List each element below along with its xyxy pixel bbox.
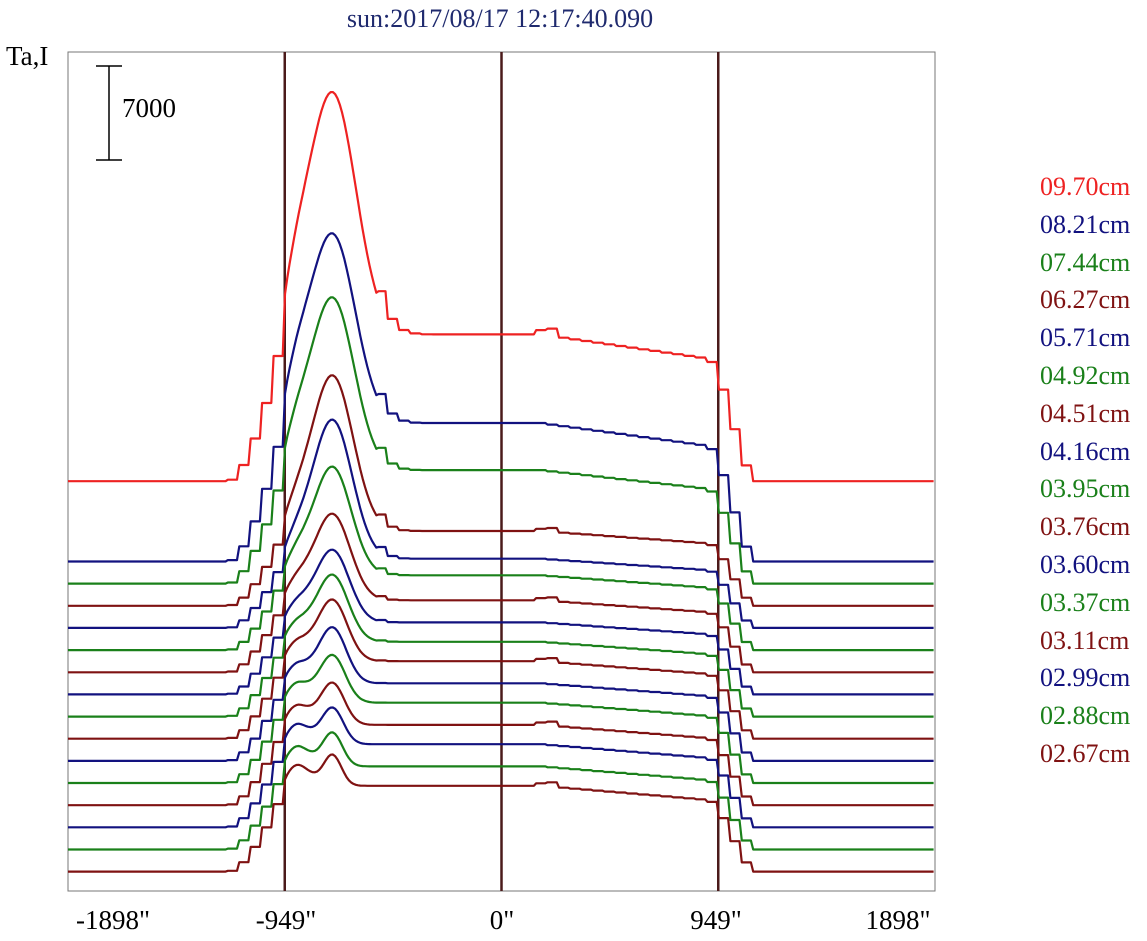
legend-item-03.76cm: 03.76cm bbox=[1040, 512, 1131, 542]
legend-item-05.71cm: 05.71cm bbox=[1040, 323, 1131, 353]
legend-item-02.88cm: 02.88cm bbox=[1040, 701, 1131, 731]
legend-item-02.67cm: 02.67cm bbox=[1040, 739, 1131, 768]
series-group bbox=[68, 91, 934, 873]
series-line-03.95cm bbox=[68, 573, 934, 718]
legend-item-02.99cm: 02.99cm bbox=[1040, 663, 1131, 693]
series-line-03.37cm bbox=[68, 653, 934, 785]
scale-bar-label: 7000 bbox=[122, 93, 176, 123]
series-line-02.99cm bbox=[68, 706, 934, 829]
chart-title: sun:2017/08/17 12:17:40.090 bbox=[346, 4, 654, 33]
series-line-06.27cm bbox=[68, 374, 934, 607]
series-line-08.21cm bbox=[68, 232, 934, 563]
x-tick-label: 0" bbox=[489, 905, 515, 935]
series-line-03.11cm bbox=[68, 681, 934, 807]
series-line-05.71cm bbox=[68, 418, 934, 629]
legend-item-04.51cm: 04.51cm bbox=[1040, 398, 1131, 428]
series-line-04.16cm bbox=[68, 548, 934, 696]
legend-item-03.37cm: 03.37cm bbox=[1040, 587, 1131, 617]
legend-item-03.60cm: 03.60cm bbox=[1040, 550, 1131, 579]
series-line-03.60cm bbox=[68, 626, 934, 762]
scale-bar bbox=[96, 65, 122, 161]
series-line-09.70cm bbox=[68, 91, 934, 483]
legend-item-04.92cm: 04.92cm bbox=[1040, 361, 1131, 390]
x-tick-label: 1898" bbox=[865, 905, 931, 935]
legend-item-03.11cm: 03.11cm bbox=[1040, 625, 1130, 655]
legend-item-04.16cm: 04.16cm bbox=[1040, 436, 1131, 466]
legend-item-08.21cm: 08.21cm bbox=[1040, 209, 1131, 239]
legend-item-06.27cm: 06.27cm bbox=[1040, 285, 1131, 315]
series-line-07.44cm bbox=[68, 296, 934, 585]
series-line-02.88cm bbox=[68, 731, 934, 851]
series-line-02.67cm bbox=[68, 753, 934, 873]
series-line-04.51cm bbox=[68, 512, 934, 674]
x-tick-label: -1898" bbox=[75, 905, 151, 935]
y-axis-label: Ta,I bbox=[6, 41, 49, 71]
x-tick-label: -949" bbox=[255, 905, 317, 935]
series-line-03.76cm bbox=[68, 598, 934, 740]
legend-item-03.95cm: 03.95cm bbox=[1040, 474, 1131, 504]
legend-item-09.70cm: 09.70cm bbox=[1040, 172, 1131, 201]
x-tick-label: 949" bbox=[690, 905, 742, 935]
vertical-reference-lines bbox=[283, 52, 720, 891]
series-line-04.92cm bbox=[68, 465, 934, 652]
legend-item-07.44cm: 07.44cm bbox=[1040, 247, 1131, 277]
